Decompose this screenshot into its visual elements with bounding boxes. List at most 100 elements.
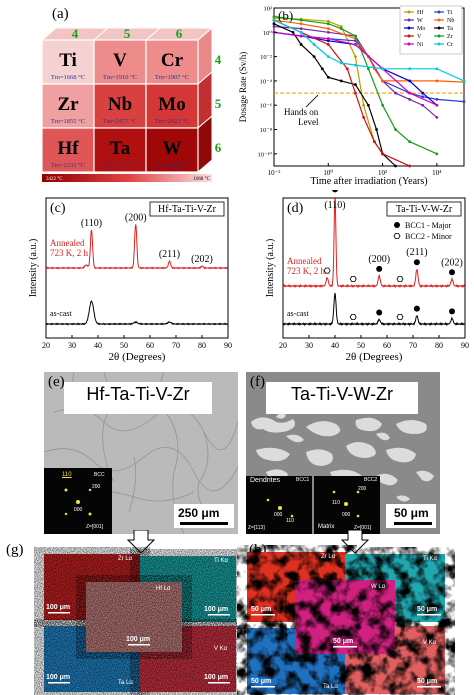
panel-b: 10⁻² 10⁰ 10² 10⁴ 10² 10⁰ 10⁻² 10⁻⁴ 10⁻⁶ 10⁻⁸ 10⁻¹⁰… bbox=[236, 0, 474, 190]
eds-g-zr-scale: 100 μm bbox=[46, 604, 71, 611]
x-tick-label-d: 90 bbox=[461, 341, 469, 350]
series-point-Zr bbox=[299, 18, 303, 22]
series-point-W bbox=[394, 91, 397, 95]
series-point-Ti bbox=[435, 98, 439, 101]
x-tick-label-d: 80 bbox=[435, 341, 443, 350]
panel-label-d: (d) bbox=[287, 201, 304, 216]
element-cell-W bbox=[145, 127, 199, 173]
series-point-V bbox=[381, 152, 384, 156]
eds-g-zr-label: Zr Lα bbox=[118, 556, 133, 562]
x-axis-label-d: 2θ (Degrees) bbox=[346, 351, 403, 363]
eds-g-ti-label: Ti Kα bbox=[214, 558, 228, 564]
x-tick-label-b: 10⁰ bbox=[323, 169, 333, 177]
legend-marker-Ta bbox=[437, 26, 441, 30]
series-point-Cr bbox=[408, 67, 412, 71]
bcc1-marker bbox=[449, 308, 455, 315]
legend-marker-Nb bbox=[437, 18, 441, 22]
saed-e-zone: Z=[001] bbox=[86, 524, 104, 530]
legend-marker-W bbox=[407, 18, 411, 22]
series-point-Ti bbox=[421, 95, 425, 99]
eds-g-ta-scale: 100 μm bbox=[46, 674, 71, 681]
panel-c: Annealed 723 K, 2 h as-cast (110) (200) (211)… bbox=[0, 190, 237, 370]
plot-area-d bbox=[282, 197, 466, 339]
series-point-Zr bbox=[326, 22, 330, 26]
xrd-trace-c-1 bbox=[45, 300, 228, 326]
series-point-Zr bbox=[339, 27, 343, 31]
legend-label-Ni: Ni bbox=[417, 42, 423, 48]
panel-e-title: Hf-Ta-Ti-V-Zr bbox=[86, 384, 190, 404]
x-tick-label-c: 90 bbox=[224, 341, 232, 350]
series-point-Ni bbox=[408, 91, 412, 95]
element-cell-Hf bbox=[41, 127, 95, 173]
legend-title-d: Ta-Ti-V-W-Zr bbox=[396, 204, 453, 215]
series-label-c-1: 723 K, 2 h bbox=[50, 248, 88, 258]
legend-label-W: W bbox=[417, 18, 423, 24]
series-point-Ni bbox=[299, 34, 303, 38]
series-point-Cr bbox=[299, 30, 303, 34]
series-point-Ta bbox=[299, 43, 303, 46]
saed-f2-label: BCC2 bbox=[364, 477, 378, 483]
y-tick-label-b: 10⁰ bbox=[263, 30, 273, 37]
legend-marker-Ni bbox=[407, 42, 411, 46]
legend-marker-Ti bbox=[437, 10, 441, 14]
dosage-rate-chart: 10⁻² 10⁰ 10² 10⁴ 10² 10⁰ 10⁻² 10⁻⁴ 10⁻⁶ 10⁻⁸ 10⁻¹⁰… bbox=[238, 6, 466, 187]
saed-f1-label: BCC1 bbox=[296, 477, 310, 483]
series-point-Mo bbox=[421, 91, 425, 95]
eds-g-v-scale: 100 μm bbox=[204, 674, 229, 681]
x-tick-label-c: 30 bbox=[68, 341, 76, 350]
eds-g-ta-label: Ta Lα bbox=[118, 680, 133, 686]
peak-label-c-3: (202) bbox=[191, 254, 213, 265]
panel-d: Annealed 723 K, 2 h as-cast (110) (200) (211)… bbox=[237, 190, 474, 370]
colorbar-max-label: 3422 °C bbox=[46, 177, 63, 182]
legend-marker-Cr bbox=[437, 42, 441, 46]
legend-marker-V bbox=[407, 34, 411, 38]
x-axis-label-c: 2θ (Degrees) bbox=[109, 351, 166, 363]
series-point-Mo bbox=[408, 79, 412, 83]
bcc1-marker bbox=[413, 305, 420, 312]
series-point-Ta bbox=[354, 83, 357, 86]
panel-g: (g) Zr Lα 100 μm Ti Kα 100 μm Hf Lα 100 … bbox=[0, 540, 237, 695]
eds-g-hf-scale: 100 μm bbox=[126, 636, 151, 643]
legend-entry-d-1: BCC2 - Minor bbox=[405, 232, 452, 241]
series-point-V bbox=[345, 67, 349, 71]
x-tick-label-c: 80 bbox=[198, 341, 206, 350]
series-label-d-0: Annealed bbox=[287, 256, 322, 266]
peak-label-d-0: (110) bbox=[324, 200, 345, 211]
bcc1-marker bbox=[332, 190, 338, 193]
saed-f1-spot-110: 110 bbox=[286, 518, 294, 524]
saed-f2-spot-200: 200 bbox=[358, 486, 367, 492]
element-cell-Nb bbox=[93, 83, 147, 129]
panel-label-f: (f) bbox=[250, 374, 265, 390]
element-tm-Mo: Tm=2623 °C bbox=[155, 118, 189, 125]
saed-e-spot-110: 110 bbox=[62, 472, 72, 478]
bcc2-marker bbox=[349, 314, 357, 321]
panel-f-title: Ta-Ti-V-W-Zr bbox=[291, 384, 393, 404]
panel-label-b: (b) bbox=[278, 8, 293, 23]
series-point-V bbox=[354, 91, 357, 95]
element-tm-Hf: Tm=2233 °C bbox=[51, 162, 85, 169]
bcc2-marker bbox=[323, 267, 331, 274]
dendrites-label: Dendrites bbox=[250, 477, 280, 484]
element-symbol-W: W bbox=[163, 138, 182, 159]
eds-h-ta-label: Ta Lα bbox=[323, 684, 338, 690]
bcc2-marker bbox=[396, 314, 404, 321]
peak-label-d-3: (202) bbox=[441, 257, 463, 268]
legend-label-Ta: Ta bbox=[447, 26, 453, 32]
element-symbol-Mo: Mo bbox=[158, 94, 185, 115]
series-point-W bbox=[421, 103, 425, 107]
group-number-6: 6 bbox=[176, 26, 183, 41]
x-tick-label-c: 60 bbox=[146, 341, 154, 350]
group-number-5: 5 bbox=[124, 26, 131, 41]
legend-label-V: V bbox=[417, 34, 422, 40]
series-label-ascast-c: as-cast bbox=[50, 309, 73, 318]
x-tick-label-d: 40 bbox=[331, 341, 339, 350]
panel-h: (h) Zr Lα 50 μm Ti Kα 50 μm W Lα 50 μm T… bbox=[237, 540, 474, 695]
panel-label-a: (a) bbox=[52, 6, 69, 22]
legend-label-Zr: Zr bbox=[447, 34, 453, 40]
series-point-Nb bbox=[381, 79, 384, 83]
y-tick-label-b: 10⁻⁸ bbox=[260, 127, 273, 134]
series-point-Ta bbox=[291, 30, 295, 34]
scale-bar-e bbox=[180, 522, 228, 525]
period-number-4: 4 bbox=[215, 52, 222, 67]
element-tm-Ti: Tm=1668 °C bbox=[51, 74, 85, 81]
